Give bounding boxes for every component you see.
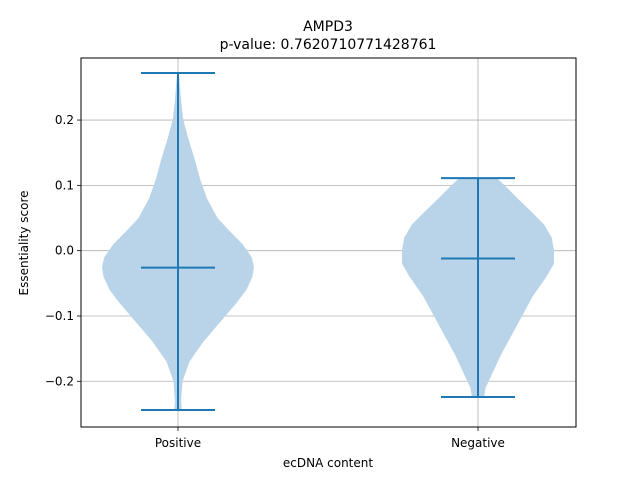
y-tick-label-4: 0.2 — [55, 113, 74, 127]
chart-subtitle: p-value: 0.7620710771428761 — [220, 37, 437, 53]
y-axis-label: Essentiality score — [17, 191, 31, 296]
y-tick-label-2: 0.0 — [55, 244, 74, 258]
chart-title: AMPD3 — [303, 19, 353, 35]
y-tick-label-1: −0.1 — [45, 309, 74, 323]
plot-frame — [80, 57, 577, 428]
y-tick-label-3: 0.1 — [55, 178, 74, 192]
plot-area: −0.2 −0.1 0.0 0.1 0.2 Positive Negative — [45, 57, 577, 450]
x-tick-label-negative: Negative — [451, 436, 505, 450]
y-tick-label-0: −0.2 — [45, 374, 74, 388]
x-axis-label: ecDNA content — [283, 456, 373, 470]
x-tick-label-positive: Positive — [155, 436, 201, 450]
